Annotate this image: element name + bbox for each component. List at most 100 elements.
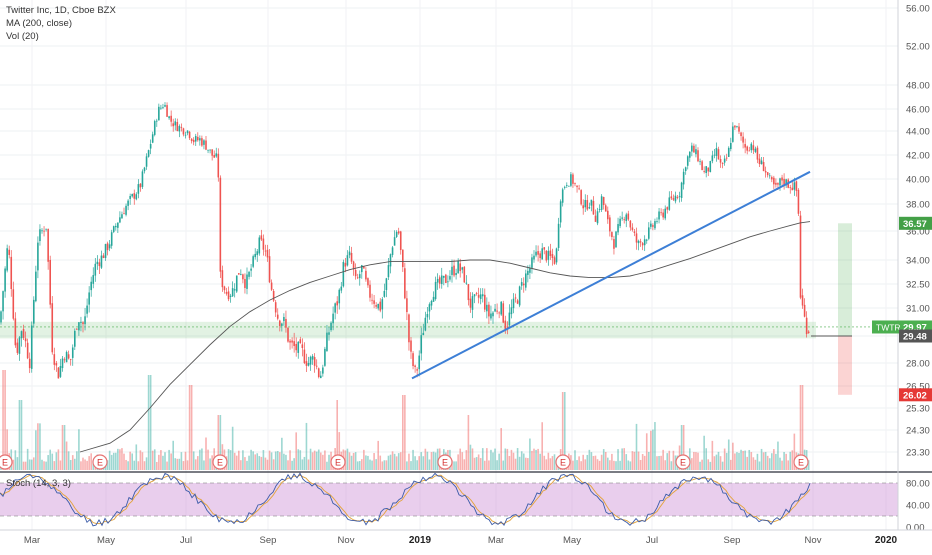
candle [588, 202, 591, 210]
volume-bar [621, 448, 623, 470]
candle [635, 227, 638, 250]
candle-body [367, 278, 369, 286]
volume-bar [57, 449, 60, 470]
volume-bar [578, 456, 580, 470]
candle-body [656, 221, 658, 222]
y-axis[interactable]: 56.00 52.00 48.00 46.00 44.00 42.00 40.00 38.00… [872, 0, 932, 472]
volume-bar [602, 449, 605, 470]
candle [693, 143, 695, 153]
candle-body [301, 344, 304, 348]
candle [256, 248, 259, 262]
candle-body [678, 196, 681, 197]
candle [104, 243, 107, 261]
stoch-legend[interactable]: Stoch (14, 3, 3) [6, 478, 71, 489]
candle-body [451, 266, 453, 275]
y-tick-label: 25.30 [906, 404, 930, 415]
candle-body [28, 358, 31, 369]
volume-bar [713, 456, 716, 470]
candle [342, 259, 345, 288]
x-axis[interactable]: Mar May Jul Sep Nov 2019 Mar May Jul Sep Nov 2020 [0, 529, 932, 546]
candle [561, 187, 564, 207]
x-tick-label: Nov [805, 535, 822, 546]
volume-bar [682, 425, 685, 470]
candle-body [37, 242, 39, 271]
candle [656, 217, 658, 224]
candle-body [133, 193, 136, 199]
candle-body [633, 231, 636, 233]
volume-bar [430, 452, 433, 470]
candle-body [78, 322, 80, 331]
candle [607, 206, 609, 224]
candle-body [117, 222, 119, 228]
candle-body [276, 314, 279, 319]
candle-body [797, 189, 800, 214]
legend-vol[interactable]: Vol (20) [6, 31, 39, 42]
candle [791, 181, 794, 191]
candle-body [801, 295, 804, 306]
y-tick-label: 36.00 [906, 227, 930, 238]
candle-body [408, 314, 410, 343]
volume-bar [514, 458, 517, 470]
stoch-tick-label: 80.00 [906, 479, 930, 490]
volume-bar [635, 423, 638, 470]
legend-ma[interactable]: MA (200, close) [6, 18, 72, 29]
candle-body [504, 320, 507, 330]
candle [244, 273, 246, 294]
candle-body [106, 243, 109, 251]
candle-body [463, 266, 466, 283]
volume-bar [39, 423, 41, 470]
candle [586, 194, 589, 211]
candle-body [279, 320, 281, 326]
volume-bar [541, 422, 543, 470]
candle-body [576, 185, 578, 188]
candle-body [510, 307, 513, 315]
loss-zone [838, 336, 852, 395]
trendline-group[interactable] [411, 170, 811, 380]
candle [682, 168, 685, 190]
candle-body [143, 167, 146, 172]
candle [522, 277, 525, 293]
volume-bar [783, 451, 785, 470]
volume-bar [506, 448, 509, 470]
candle [0, 310, 2, 325]
candle [369, 280, 371, 302]
candle [596, 207, 599, 226]
candle [110, 229, 113, 249]
volume-bar [543, 455, 546, 470]
candle-body [121, 214, 123, 219]
y-tick-label: 34.00 [906, 256, 930, 267]
candle [432, 291, 435, 302]
candle-body [311, 356, 314, 360]
candle [395, 230, 398, 239]
candle-body [561, 189, 564, 203]
stoch-band [0, 483, 898, 516]
candle [240, 269, 242, 276]
candle-body [137, 184, 140, 194]
candle [662, 209, 664, 220]
candle [100, 250, 103, 270]
candle-body [670, 196, 673, 199]
candle-body [352, 261, 355, 270]
stoch-d-line [0, 474, 811, 525]
volume-bar [346, 448, 349, 470]
candle-body [332, 313, 334, 324]
candle [69, 358, 72, 366]
volume-bar [244, 457, 246, 470]
volume-bar [787, 460, 789, 470]
candle [652, 223, 654, 231]
candle [387, 257, 390, 281]
legend-title[interactable]: Twitter Inc, 1D, Cboe BZX [6, 5, 116, 16]
volume-bar [705, 448, 707, 470]
candle-body [297, 341, 300, 353]
volume-bar [522, 453, 525, 470]
candles [0, 102, 810, 379]
candle-body [4, 268, 6, 292]
candle [668, 191, 671, 211]
candle-body [145, 156, 148, 167]
volume-bar [512, 452, 515, 470]
candle-body [344, 262, 347, 267]
volume-bar [471, 448, 474, 470]
candle [689, 151, 691, 162]
